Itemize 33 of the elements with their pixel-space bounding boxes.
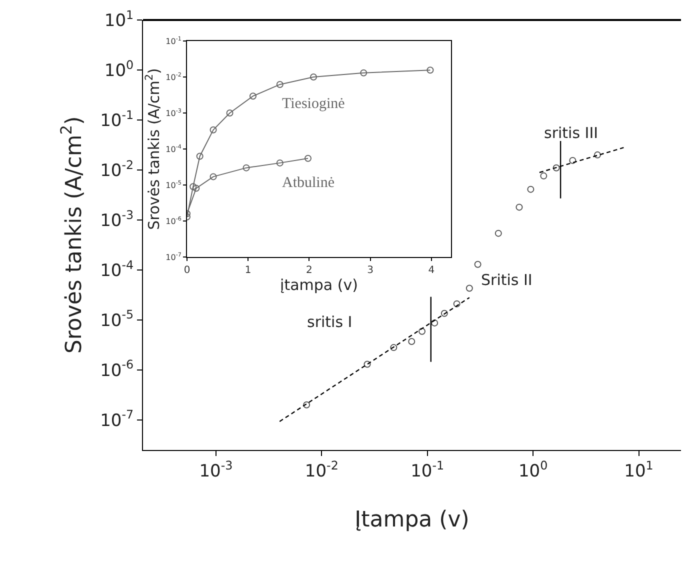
x-tick-label: 10$^{-2}$ — [304, 458, 338, 482]
y-tick-label: 10$^{0}$ — [104, 58, 134, 81]
x-tick-label: 10$^{0}$ — [518, 458, 548, 482]
y-tick-label: 10$^{-1}$ — [166, 35, 182, 46]
annotation: sritis I — [307, 313, 352, 331]
x-tick-label: 10$^{-3}$ — [199, 458, 233, 482]
annotation: Sritis II — [481, 271, 532, 289]
y-tick-label: 10$^{-7}$ — [100, 408, 134, 431]
y-tick-label: 10$^{-6}$ — [166, 215, 182, 226]
y-tick-label: 10$^{-2}$ — [100, 158, 134, 181]
x-tick-label: 4 — [428, 265, 435, 276]
y-tick-label: 10$^{-1}$ — [100, 108, 134, 131]
series-label: Atbulinė — [282, 175, 335, 191]
y-tick-label: 10$^{-6}$ — [100, 358, 134, 381]
annotation: sritis III — [544, 124, 598, 142]
x-tick-label: 1 — [244, 265, 252, 276]
series-label: Tiesioginė — [282, 96, 346, 112]
y-tick-label: 10$^{-4}$ — [166, 143, 182, 154]
x-tick-label: 2 — [306, 265, 312, 276]
x-axis-title: įtampa (v) — [280, 276, 358, 294]
y-tick-label: 10$^{-3}$ — [166, 107, 182, 118]
x-tick-label: 10$^{-1}$ — [410, 458, 444, 482]
x-tick-label: 3 — [367, 265, 374, 276]
x-axis-title: Įtampa (v) — [354, 507, 470, 532]
y-tick-label: 10$^{-2}$ — [166, 71, 182, 82]
y-tick-label: 10$^{-7}$ — [166, 251, 182, 262]
y-tick-label: 10$^{-5}$ — [100, 308, 134, 331]
x-tick-label: 10$^{1}$ — [624, 458, 654, 482]
y-tick-label: 10$^{1}$ — [104, 8, 134, 31]
y-tick-label: 10$^{-5}$ — [166, 179, 182, 190]
y-tick-label: 10$^{-3}$ — [100, 208, 134, 231]
y-tick-label: 10$^{-4}$ — [100, 258, 134, 281]
x-tick-label: 0 — [184, 265, 190, 276]
